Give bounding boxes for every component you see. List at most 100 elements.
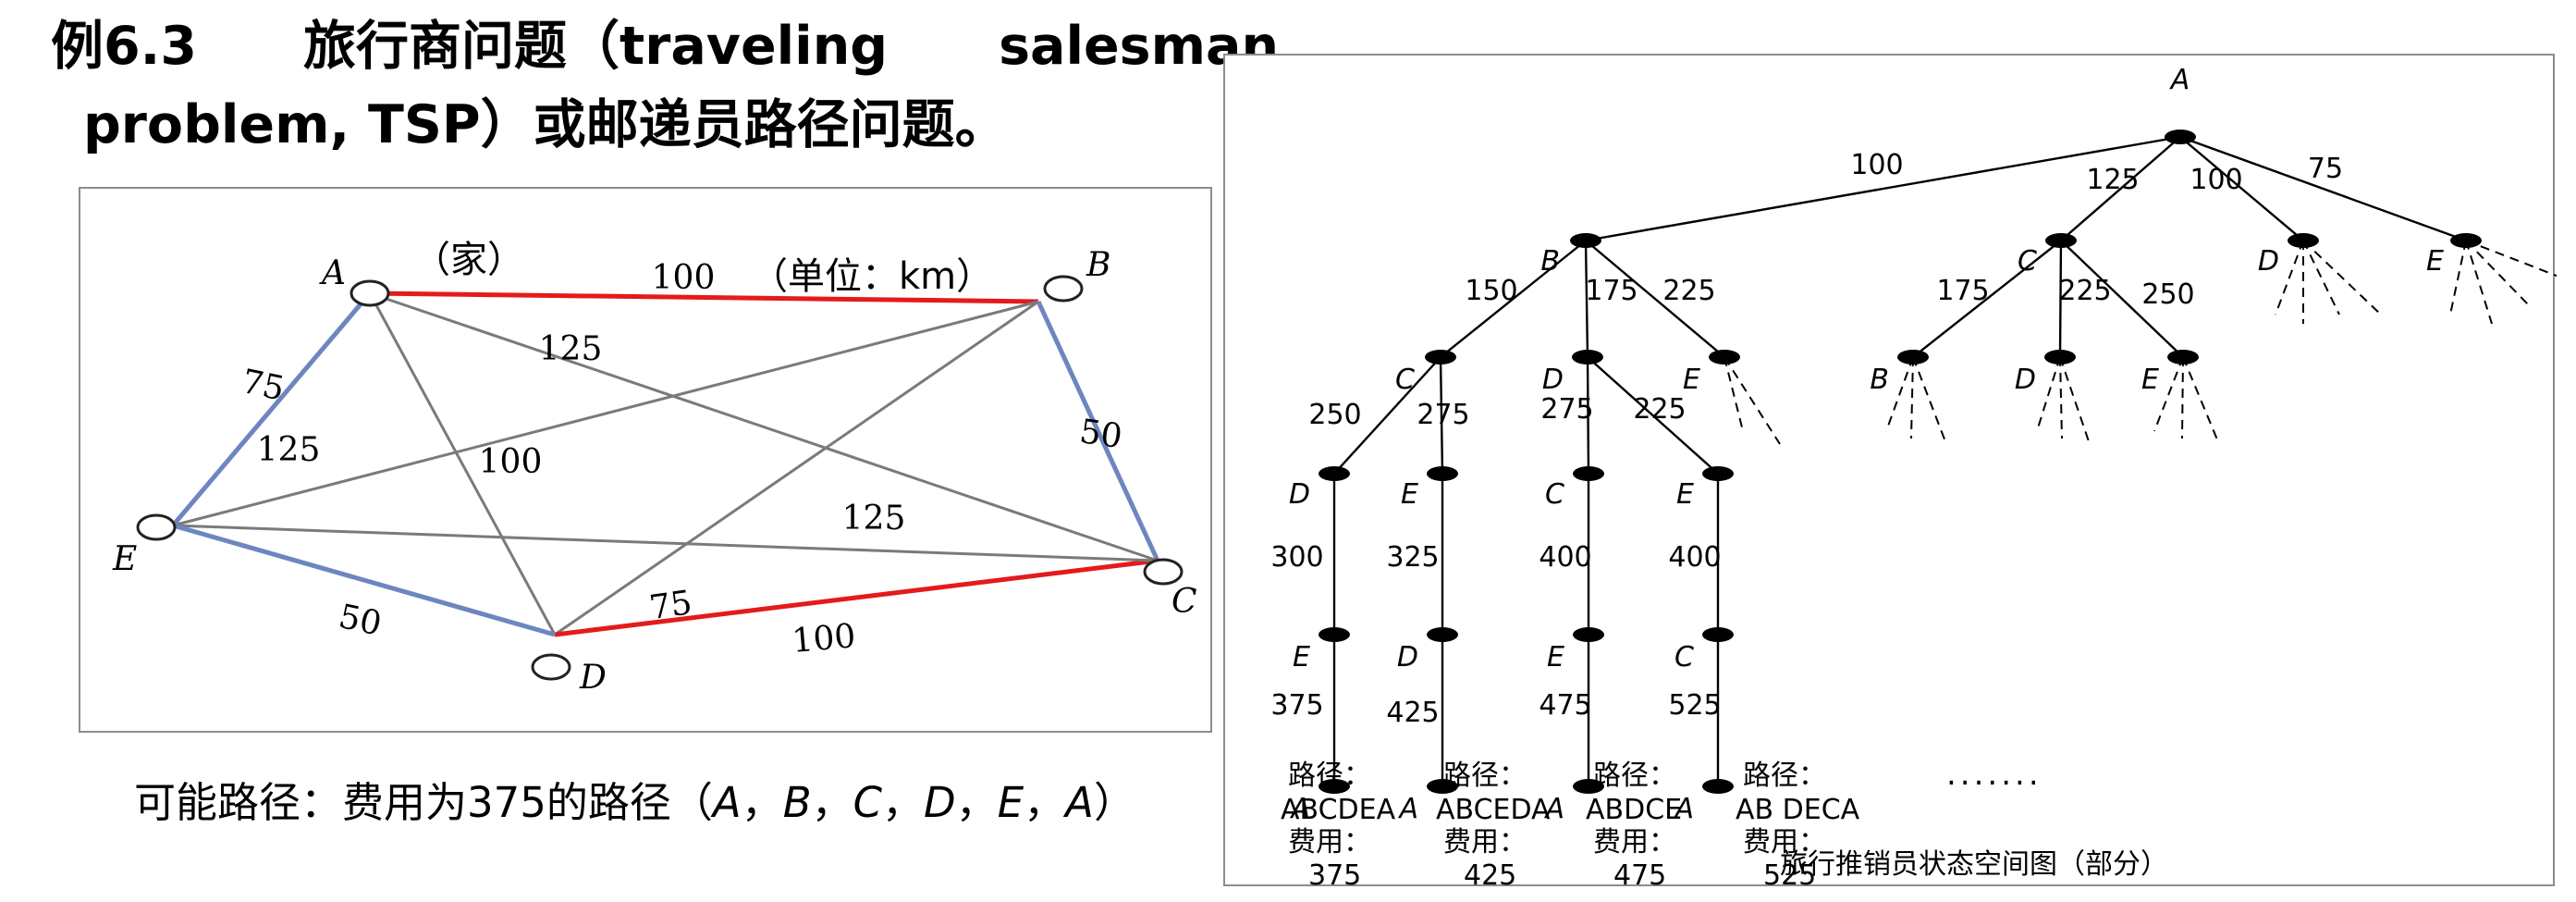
- tree-node-D2c: [2044, 350, 2076, 365]
- caption-node-0: A: [712, 778, 742, 827]
- path-summary-path-label: 路径：: [1743, 760, 1826, 792]
- graph-edge-BE: [172, 300, 1039, 527]
- graph-edge-CD: [554, 558, 1159, 637]
- tree-node-C1: [2045, 233, 2077, 248]
- edge-weight-CD: 100: [791, 617, 857, 661]
- edge-weight-CE: 125: [842, 500, 906, 537]
- graph-node-D: [531, 653, 571, 681]
- tree-edge-cost-A0-E1: 75: [2308, 153, 2343, 185]
- tree-node-label-C4d: C: [1674, 641, 1694, 673]
- tree-edge-cost-C1-E2c: 250: [2141, 278, 2194, 311]
- tree-edge-cost-C2-D3a: 250: [1308, 399, 1361, 431]
- tree-edge-cost-D4b-A5b: 425: [1386, 697, 1439, 729]
- tree-node-label-C3c: C: [1545, 478, 1564, 511]
- edge-weight-BC: 50: [1077, 413, 1124, 456]
- graph-node-label-E: E: [112, 540, 137, 578]
- tree-edge-cost-B1-D2: 175: [1585, 275, 1638, 307]
- tree-edge-cost-A0-B1: 100: [1850, 149, 1903, 181]
- graph-edge-DE: [172, 523, 556, 637]
- caption-suffix: ）: [1093, 778, 1135, 827]
- path-summary-path-label: 路径：: [1288, 760, 1371, 792]
- caption-sep: ，: [955, 778, 998, 827]
- tree-node-label-D4b: D: [1397, 641, 1418, 673]
- path-summary-path-label: 路径：: [1443, 760, 1527, 792]
- path-summary-cost-label: 费用：: [1288, 826, 1371, 859]
- tree-node-label-C2: C: [1395, 364, 1415, 396]
- tree-node-label-A5a: A: [1289, 793, 1310, 825]
- tree-edge-cost-C2-E3b: 275: [1417, 399, 1469, 431]
- tree-edge-A0-D1: [2179, 136, 2304, 241]
- path-summary-cost: 375: [1308, 859, 1361, 888]
- tree-edge-B1-E2: [1585, 240, 1725, 358]
- tree-unexplored-branch: [2059, 356, 2063, 439]
- edge-weight-AD: 100: [479, 443, 543, 481]
- graph-node-C: [1143, 558, 1184, 586]
- edge-weight-DE: 50: [336, 598, 385, 644]
- edge-weight-AE: 75: [239, 363, 288, 409]
- tree-edge-D2-C3c: [1586, 356, 1590, 475]
- tree-edge-cost-E4c-A5c: 475: [1539, 689, 1591, 722]
- tree-edge-C1-B2c: [1912, 240, 2062, 358]
- tree-node-E3d: [1702, 466, 1734, 481]
- state-space-tree-svg: 100 125 100 75 150 175 225 175 225 250 250 275 275 22…: [1270, 64, 2557, 888]
- path-summary-path: ABCEDA: [1436, 794, 1551, 826]
- graph-edge-AB: [369, 290, 1039, 304]
- caption-node-1: B: [782, 778, 812, 827]
- page-title-line-2: problem, TSP）或邮递员路径问题。: [83, 94, 1008, 155]
- tree-edge-cost-D3a-E4a: 300: [1270, 541, 1323, 574]
- tree-node-E4a: [1319, 627, 1350, 642]
- home-label: （家）: [413, 239, 524, 281]
- tree-node-label-B2c: B: [1870, 364, 1889, 396]
- tree-edge-C2-E3b: [1439, 356, 1444, 475]
- caption-node-2: C: [853, 778, 883, 827]
- tree-edge-D2-E3d: [1587, 356, 1719, 475]
- tree-node-A5c: [1573, 779, 1604, 794]
- edge-weight-AC: 125: [539, 330, 603, 368]
- tree-unexplored-branch: [2275, 240, 2304, 315]
- path-summary-path: ABDCE: [1586, 794, 1682, 826]
- unit-label: （单位：km）: [751, 255, 993, 298]
- path-summary-path: AB DECA: [1736, 794, 1860, 826]
- graph-node-E: [136, 513, 177, 541]
- graph-node-label-A: A: [319, 254, 346, 292]
- tree-node-C2: [1425, 350, 1456, 365]
- tree-unexplored-branch: [1885, 356, 1914, 432]
- tree-edge-cost-B1-C2: 150: [1465, 275, 1517, 307]
- tree-unexplored-branch: [2182, 356, 2220, 445]
- tree-edge-cost-A0-C1: 125: [2086, 164, 2139, 196]
- tree-node-label-A5c: A: [1543, 793, 1564, 825]
- tree-edge-cost-D2-E3d: 225: [1633, 393, 1686, 426]
- tree-node-label-D1: D: [2258, 245, 2279, 278]
- caption-sep: ，: [741, 778, 783, 827]
- state-space-tree-figure: 100 125 100 75 150 175 225 175 225 250 250 275 275 22…: [1223, 54, 2557, 888]
- edge-weight-AB: 100: [652, 259, 716, 297]
- tree-node-label-B1: B: [1540, 245, 1560, 278]
- tree-edge-B1-D2: [1584, 240, 1589, 358]
- tree-edge-C2-D3a: [1333, 356, 1441, 475]
- tree-node-B1: [1570, 233, 1601, 248]
- tree-unexplored-branch: [1912, 356, 1947, 445]
- tree-edge-B1-C2: [1440, 240, 1587, 358]
- tree-unexplored-branch: [2302, 240, 2382, 315]
- path-summary-cost: 475: [1613, 859, 1666, 888]
- path-summary-cost: 525: [1763, 859, 1816, 888]
- tree-node-label-E3d: E: [1676, 478, 1694, 511]
- tree-node-D2: [1572, 350, 1603, 365]
- tree-unexplored-branch: [2449, 240, 2467, 315]
- graph-node-label-C: C: [1171, 583, 1197, 621]
- tree-node-D3a: [1319, 466, 1350, 481]
- graph-node-label-D: D: [579, 659, 607, 697]
- path-summary-cost: 425: [1464, 859, 1516, 888]
- tree-node-label-E4a: E: [1293, 641, 1310, 673]
- tree-node-E3b: [1427, 466, 1458, 481]
- tree-node-E2c: [2167, 350, 2199, 365]
- graph-node-label-B: B: [1086, 246, 1110, 284]
- tree-node-E2: [1709, 350, 1740, 365]
- tree-edge-cost-C3c-E4c: 400: [1539, 541, 1591, 574]
- tree-node-label-D2c: D: [2015, 364, 2036, 396]
- tree-unexplored-branch: [2181, 356, 2184, 439]
- caption-prefix: 可能路径：费用为375的路径（: [134, 778, 713, 827]
